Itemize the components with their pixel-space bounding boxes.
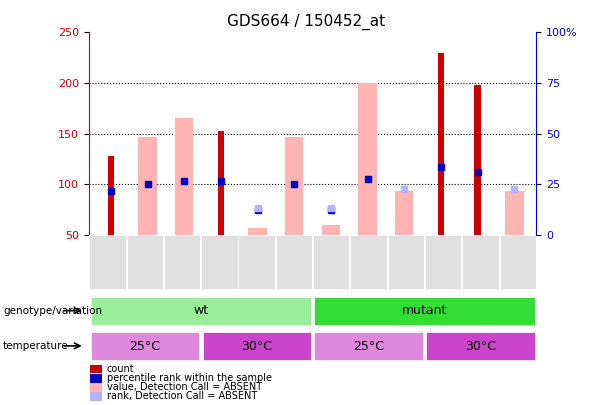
Bar — [359, 83, 377, 235]
Text: 30°C: 30°C — [465, 339, 496, 353]
Bar — [248, 228, 267, 235]
Bar — [139, 137, 157, 235]
FancyBboxPatch shape — [276, 235, 312, 289]
FancyBboxPatch shape — [351, 235, 387, 289]
FancyBboxPatch shape — [425, 235, 462, 289]
FancyBboxPatch shape — [91, 297, 311, 324]
Bar — [108, 156, 114, 235]
FancyBboxPatch shape — [164, 235, 200, 289]
FancyBboxPatch shape — [91, 383, 102, 392]
FancyBboxPatch shape — [313, 235, 349, 289]
Text: GDS664 / 150452_at: GDS664 / 150452_at — [227, 14, 386, 30]
Text: 30°C: 30°C — [241, 339, 272, 353]
Text: genotype/variation: genotype/variation — [3, 306, 102, 315]
FancyBboxPatch shape — [314, 333, 422, 360]
Bar — [438, 53, 444, 235]
Bar — [175, 118, 194, 235]
Bar — [322, 225, 340, 235]
Bar — [218, 130, 224, 235]
Text: temperature: temperature — [3, 341, 69, 351]
FancyBboxPatch shape — [89, 235, 126, 289]
Text: percentile rank within the sample: percentile rank within the sample — [107, 373, 272, 383]
Bar — [395, 192, 414, 235]
FancyBboxPatch shape — [127, 235, 163, 289]
FancyBboxPatch shape — [201, 235, 238, 289]
Text: value, Detection Call = ABSENT: value, Detection Call = ABSENT — [107, 382, 262, 392]
Text: 25°C: 25°C — [353, 339, 384, 353]
FancyBboxPatch shape — [314, 297, 535, 324]
Text: mutant: mutant — [402, 304, 447, 318]
Text: count: count — [107, 364, 134, 374]
Text: 25°C: 25°C — [129, 339, 161, 353]
Text: rank, Detection Call = ABSENT: rank, Detection Call = ABSENT — [107, 391, 257, 401]
Text: wt: wt — [193, 304, 208, 318]
Bar — [285, 137, 303, 235]
FancyBboxPatch shape — [387, 235, 424, 289]
FancyBboxPatch shape — [91, 374, 102, 383]
FancyBboxPatch shape — [427, 333, 535, 360]
FancyBboxPatch shape — [238, 235, 275, 289]
Bar — [505, 192, 524, 235]
Bar — [474, 85, 481, 235]
FancyBboxPatch shape — [91, 364, 102, 373]
FancyBboxPatch shape — [500, 235, 536, 289]
FancyBboxPatch shape — [91, 392, 102, 401]
FancyBboxPatch shape — [462, 235, 498, 289]
FancyBboxPatch shape — [203, 333, 311, 360]
FancyBboxPatch shape — [91, 333, 199, 360]
